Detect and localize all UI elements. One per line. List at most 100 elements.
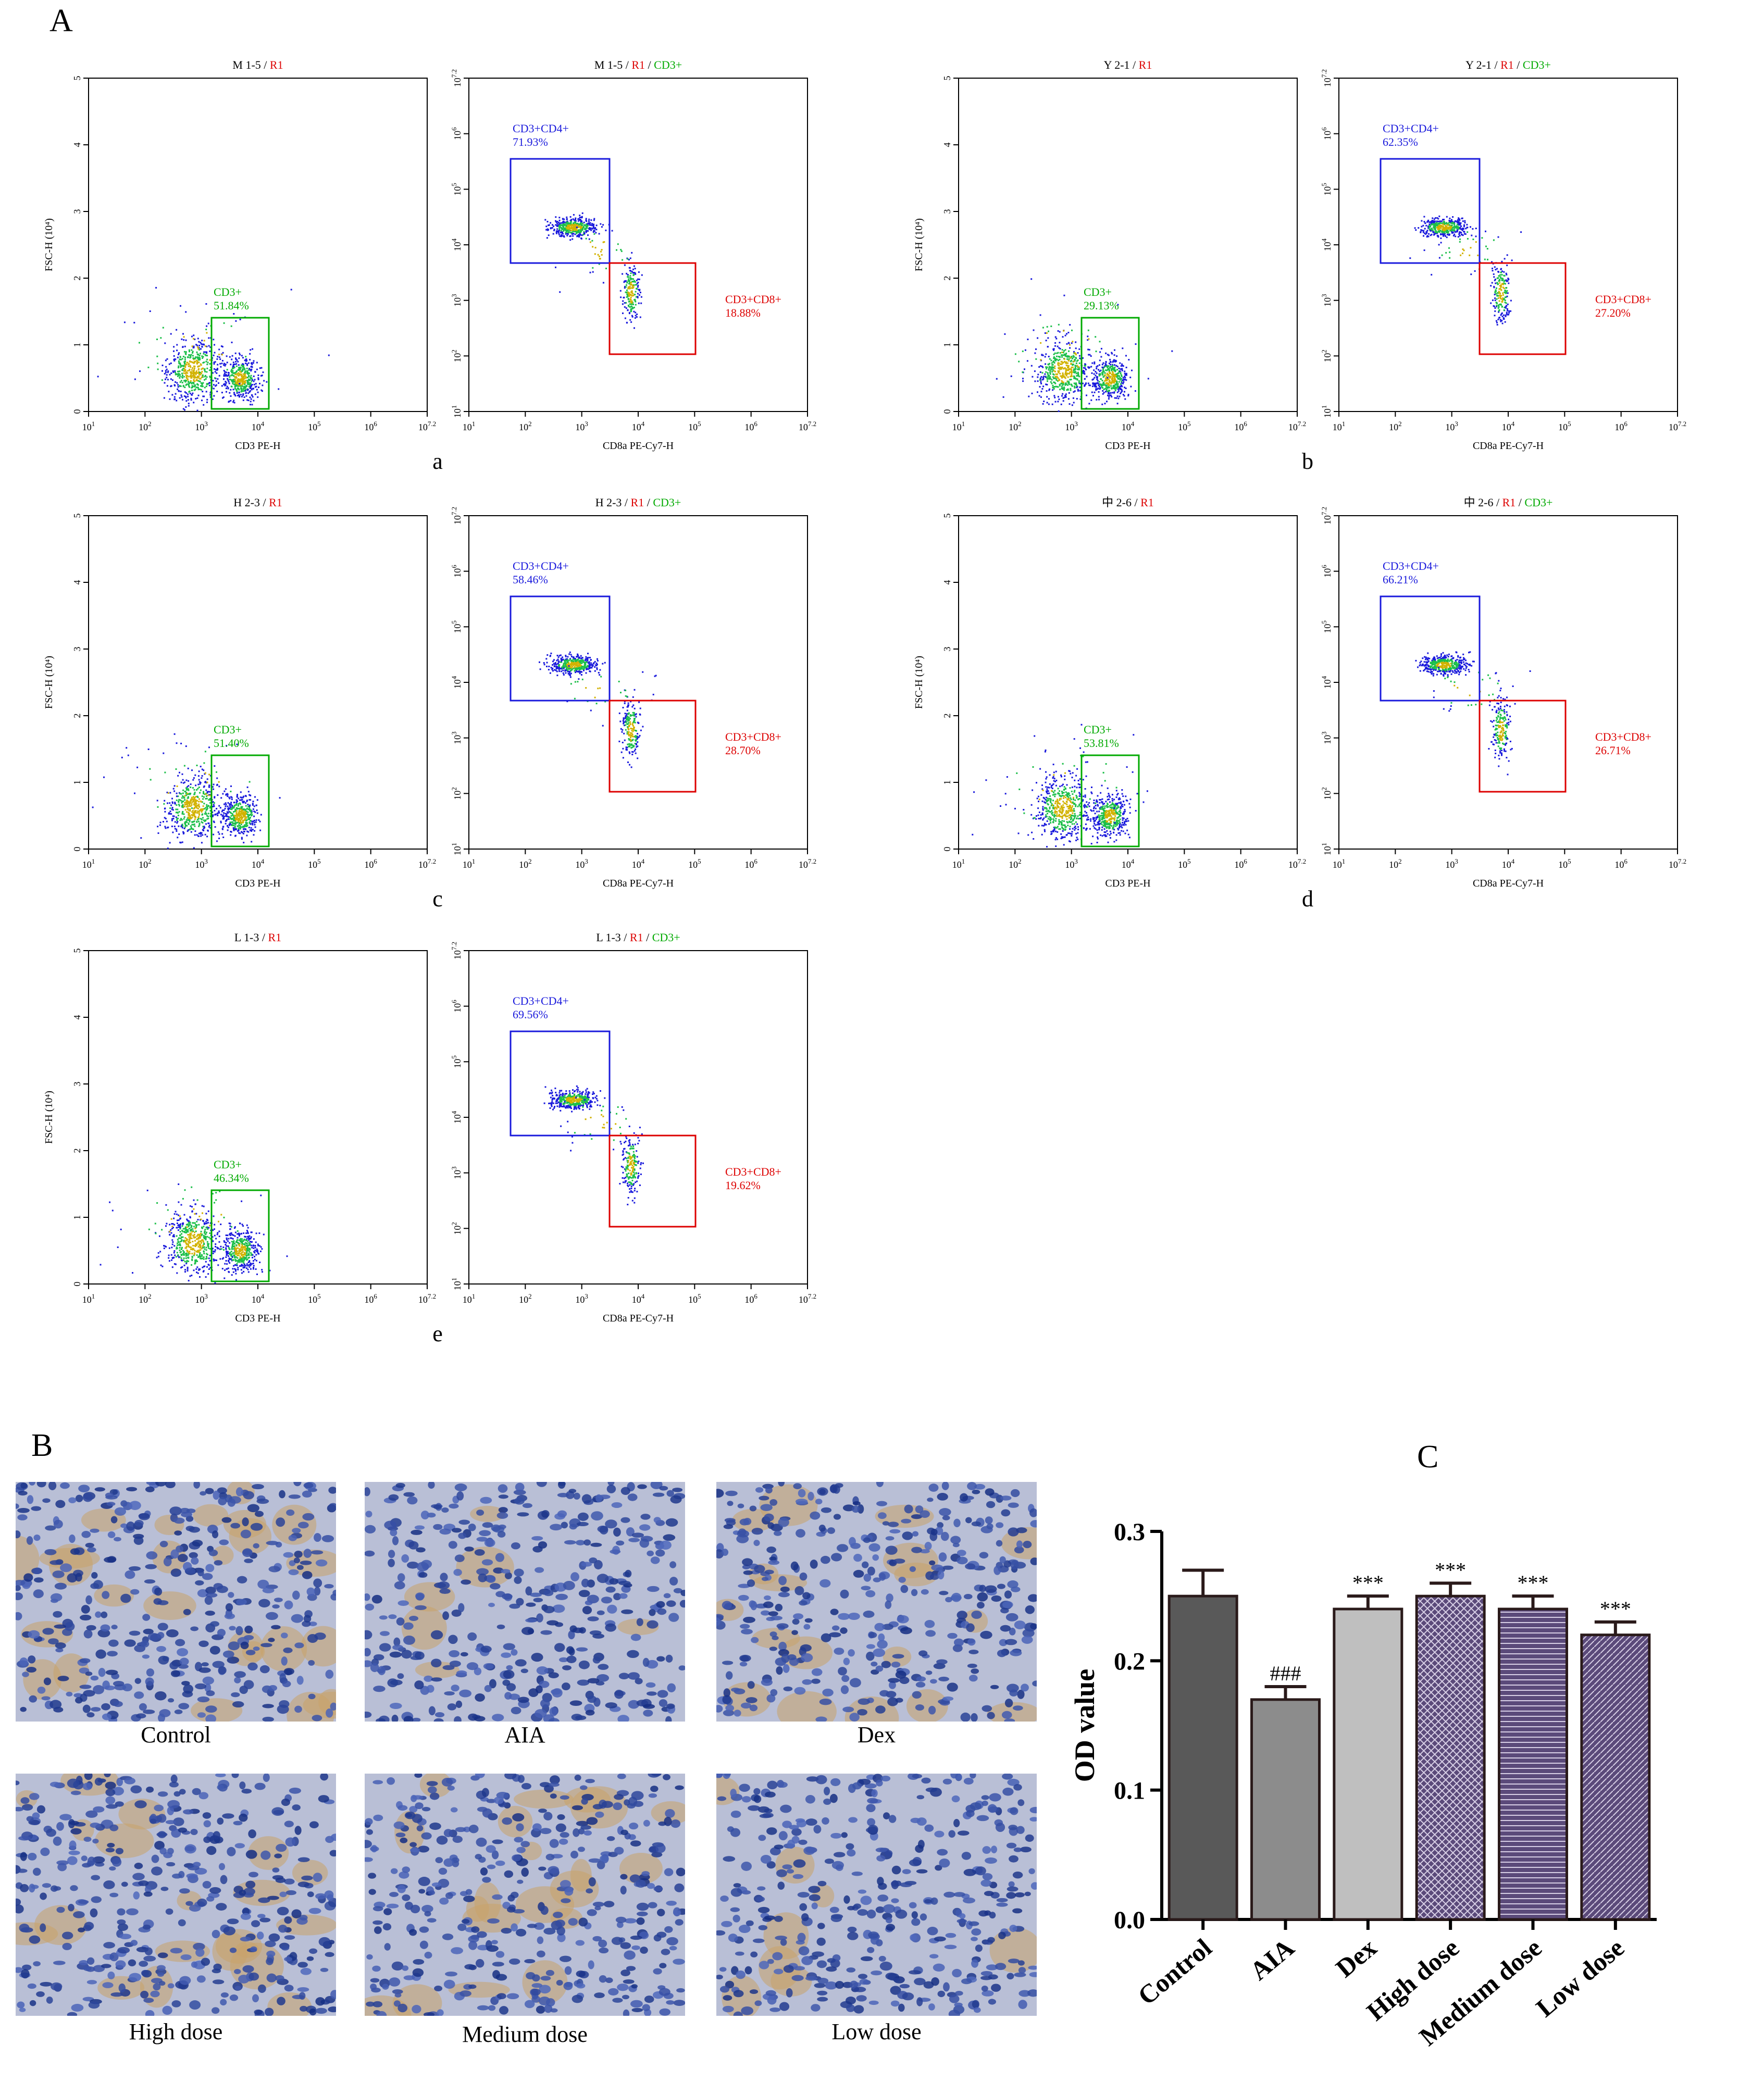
event-dot (1462, 248, 1464, 250)
event-dot (197, 357, 199, 359)
event-dot (197, 817, 199, 819)
event-dot (187, 767, 189, 769)
event-dot (191, 802, 193, 804)
event-dot (239, 354, 241, 356)
event-dot (234, 376, 236, 378)
event-dot (197, 387, 199, 389)
event-dot (180, 305, 181, 307)
event-dot (235, 320, 237, 322)
event-dot (587, 665, 589, 667)
event-dot (1078, 380, 1080, 382)
event-dot (231, 818, 233, 820)
event-dot (1497, 292, 1499, 294)
event-dot (183, 380, 185, 382)
event-dot (1092, 383, 1094, 385)
event-dot (637, 745, 639, 747)
event-dot (203, 827, 205, 829)
event-dot (1120, 391, 1122, 393)
event-dot (179, 373, 181, 376)
event-dot (220, 820, 222, 822)
event-dot (231, 371, 233, 373)
event-dot (193, 777, 195, 779)
y-tick-label: 1 (72, 780, 82, 785)
event-dot (568, 674, 570, 676)
event-dot (206, 818, 208, 820)
event-dot (189, 793, 191, 795)
event-dot (1504, 321, 1506, 323)
event-dot (1463, 231, 1465, 233)
event-dot (1050, 378, 1052, 380)
event-dot (579, 225, 581, 227)
event-dot (195, 810, 197, 812)
event-dot (1457, 226, 1459, 228)
event-dot (206, 805, 208, 807)
event-dot (183, 765, 185, 767)
event-dot (1074, 371, 1076, 373)
event-dot (208, 345, 210, 347)
event-dot (563, 225, 565, 227)
event-dot (212, 801, 214, 803)
event-dot (585, 225, 587, 226)
event-dot (568, 667, 570, 669)
event-dot (1431, 273, 1433, 276)
event-dot (236, 743, 238, 745)
event-dot (193, 820, 195, 822)
event-dot (570, 654, 572, 656)
event-dot (224, 365, 226, 367)
event-dot (588, 220, 590, 222)
event-dot (213, 833, 215, 835)
event-dot (1496, 321, 1498, 323)
event-dot (1053, 381, 1055, 383)
event-dot (583, 668, 585, 670)
event-dot (555, 667, 557, 669)
event-dot (197, 796, 199, 799)
event-dot (182, 368, 184, 370)
event-dot (181, 841, 183, 843)
event-dot (1108, 374, 1110, 376)
event-dot (200, 342, 202, 344)
event-dot (187, 786, 189, 788)
event-dot (250, 385, 252, 388)
event-dot (174, 384, 176, 386)
event-dot (628, 283, 630, 285)
event-dot (212, 811, 214, 813)
event-dot (185, 364, 188, 366)
event-dot (202, 808, 204, 810)
event-dot (1028, 395, 1030, 397)
event-dot (637, 293, 639, 295)
event-dot (638, 278, 640, 280)
event-dot (1425, 233, 1427, 235)
event-dot (546, 237, 548, 239)
event-dot (204, 793, 206, 795)
event-dot (1054, 401, 1057, 403)
event-dot (1076, 365, 1078, 367)
event-dot (565, 231, 567, 233)
event-dot (594, 666, 596, 668)
event-dot (185, 745, 187, 747)
event-dot (1037, 391, 1038, 393)
event-dot (627, 276, 629, 278)
event-dot (171, 819, 173, 821)
event-dot (1107, 378, 1109, 380)
event-dot (167, 371, 169, 373)
event-dot (598, 672, 600, 674)
event-dot (1064, 334, 1066, 336)
event-dot (1493, 273, 1495, 275)
event-dot (259, 367, 261, 369)
event-dot (632, 303, 634, 305)
event-dot (1112, 376, 1114, 377)
event-dot (243, 378, 245, 380)
event-dot (630, 303, 632, 305)
event-dot (197, 377, 199, 379)
event-dot (1454, 229, 1456, 231)
event-dot (187, 807, 189, 809)
event-dot (1061, 352, 1063, 353)
event-dot (220, 345, 222, 347)
event-dot (181, 365, 183, 367)
event-dot (1500, 297, 1501, 300)
event-dot (1108, 376, 1110, 378)
event-dot (566, 234, 568, 236)
event-dot (207, 794, 209, 796)
event-dot (262, 384, 264, 386)
event-dot (1064, 354, 1066, 356)
